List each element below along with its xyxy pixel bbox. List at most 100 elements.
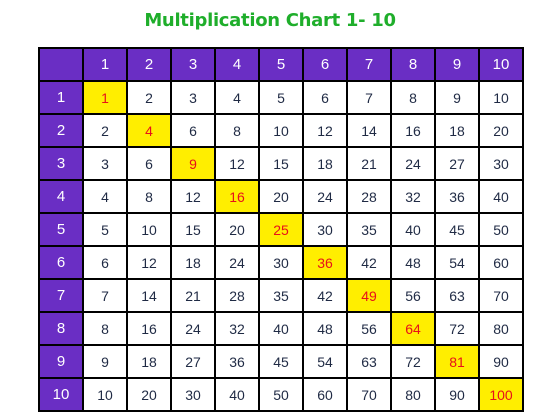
product-cell: 90 — [478, 344, 524, 379]
table-row: 7 7 14 21 28 35 42 49 56 63 70 — [38, 278, 524, 313]
row-header-4: 4 — [38, 179, 84, 214]
column-header-4: 4 — [214, 47, 260, 82]
product-cell: 10 — [82, 377, 128, 412]
product-cell: 42 — [302, 278, 348, 313]
product-cell: 40 — [258, 311, 304, 346]
product-cell: 3 — [170, 80, 216, 115]
column-header-7: 7 — [346, 47, 392, 82]
product-cell: 50 — [258, 377, 304, 412]
chart-title: Multiplication Chart 1- 10 — [144, 10, 396, 31]
product-cell: 5 — [82, 212, 128, 247]
multiplication-table: 1 2 3 4 5 6 7 8 9 10 1 1 2 3 4 5 6 7 8 9 10 2 2 4 6 8 10 12 14 16 18 20… — [38, 47, 524, 412]
product-cell: 7 — [82, 278, 128, 313]
row-header-7: 7 — [38, 278, 84, 313]
row-header-8: 8 — [38, 311, 84, 346]
product-cell: 8 — [126, 179, 172, 214]
product-cell: 72 — [434, 311, 480, 346]
product-cell: 24 — [302, 179, 348, 214]
product-cell: 4 — [82, 179, 128, 214]
product-cell: 24 — [214, 245, 260, 280]
product-cell: 70 — [478, 278, 524, 313]
square-cell: 25 — [258, 212, 304, 247]
product-cell: 20 — [258, 179, 304, 214]
table-row: 5 5 10 15 20 25 30 35 40 45 50 — [38, 212, 524, 247]
column-header-6: 6 — [302, 47, 348, 82]
square-cell: 4 — [126, 113, 172, 148]
product-cell: 50 — [478, 212, 524, 247]
product-cell: 60 — [478, 245, 524, 280]
product-cell: 6 — [302, 80, 348, 115]
product-cell: 60 — [302, 377, 348, 412]
product-cell: 14 — [346, 113, 392, 148]
product-cell: 20 — [214, 212, 260, 247]
product-cell: 80 — [390, 377, 436, 412]
product-cell: 36 — [214, 344, 260, 379]
product-cell: 30 — [170, 377, 216, 412]
product-cell: 6 — [126, 146, 172, 181]
product-cell: 24 — [390, 146, 436, 181]
product-cell: 10 — [126, 212, 172, 247]
table-row: 1 1 2 3 4 5 6 7 8 9 10 — [38, 80, 524, 115]
product-cell: 63 — [346, 344, 392, 379]
product-cell: 56 — [346, 311, 392, 346]
row-header-9: 9 — [38, 344, 84, 379]
row-header-3: 3 — [38, 146, 84, 181]
table-row: 6 6 12 18 24 30 36 42 48 54 60 — [38, 245, 524, 280]
column-header-1: 1 — [82, 47, 128, 82]
table-row: 3 3 6 9 12 15 18 21 24 27 30 — [38, 146, 524, 181]
product-cell: 40 — [478, 179, 524, 214]
product-cell: 15 — [170, 212, 216, 247]
row-header-2: 2 — [38, 113, 84, 148]
square-cell: 16 — [214, 179, 260, 214]
product-cell: 70 — [346, 377, 392, 412]
product-cell: 20 — [126, 377, 172, 412]
product-cell: 45 — [258, 344, 304, 379]
table-row: 2 2 4 6 8 10 12 14 16 18 20 — [38, 113, 524, 148]
product-cell: 48 — [302, 311, 348, 346]
product-cell: 16 — [126, 311, 172, 346]
product-cell: 21 — [170, 278, 216, 313]
product-cell: 54 — [302, 344, 348, 379]
product-cell: 32 — [390, 179, 436, 214]
product-cell: 35 — [258, 278, 304, 313]
product-cell: 2 — [82, 113, 128, 148]
product-cell: 35 — [346, 212, 392, 247]
row-header-1: 1 — [38, 80, 84, 115]
product-cell: 27 — [170, 344, 216, 379]
row-header-6: 6 — [38, 245, 84, 280]
product-cell: 27 — [434, 146, 480, 181]
product-cell: 32 — [214, 311, 260, 346]
column-header-8: 8 — [390, 47, 436, 82]
square-cell: 36 — [302, 245, 348, 280]
square-cell: 1 — [82, 80, 128, 115]
table-row: 8 8 16 24 32 40 48 56 64 72 80 — [38, 311, 524, 346]
product-cell: 10 — [478, 80, 524, 115]
product-cell: 12 — [302, 113, 348, 148]
table-row: 4 4 8 12 16 20 24 28 32 36 40 — [38, 179, 524, 214]
product-cell: 18 — [170, 245, 216, 280]
product-cell: 14 — [126, 278, 172, 313]
product-cell: 8 — [82, 311, 128, 346]
product-cell: 21 — [346, 146, 392, 181]
product-cell: 5 — [258, 80, 304, 115]
product-cell: 40 — [390, 212, 436, 247]
product-cell: 28 — [346, 179, 392, 214]
product-cell: 18 — [126, 344, 172, 379]
column-header-2: 2 — [126, 47, 172, 82]
corner-cell — [38, 47, 84, 82]
product-cell: 6 — [82, 245, 128, 280]
square-cell: 64 — [390, 311, 436, 346]
product-cell: 7 — [346, 80, 392, 115]
product-cell: 2 — [126, 80, 172, 115]
square-cell: 49 — [346, 278, 392, 313]
product-cell: 12 — [170, 179, 216, 214]
product-cell: 6 — [170, 113, 216, 148]
product-cell: 30 — [478, 146, 524, 181]
product-cell: 42 — [346, 245, 392, 280]
column-header-9: 9 — [434, 47, 480, 82]
square-cell: 100 — [478, 377, 524, 412]
product-cell: 45 — [434, 212, 480, 247]
product-cell: 18 — [434, 113, 480, 148]
table-row: 10 10 20 30 40 50 60 70 80 90 100 — [38, 377, 524, 412]
product-cell: 3 — [82, 146, 128, 181]
